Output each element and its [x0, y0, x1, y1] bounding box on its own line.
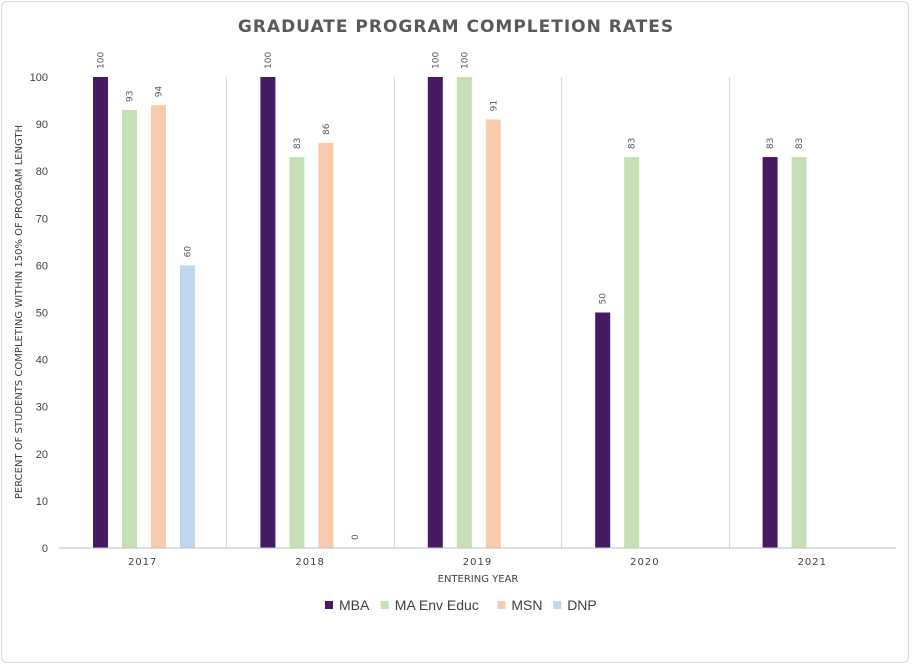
x-axis-categories: 2017 2018 2019 2020 2021 [128, 557, 827, 568]
data-label: 83 [766, 138, 776, 149]
x-tick-label: 2021 [798, 557, 827, 568]
bar-mba-2019 [427, 77, 443, 548]
y-axis-ticks: 0 10 20 30 40 50 60 70 80 90 100 [30, 72, 48, 555]
y-tick-label: 40 [36, 355, 48, 367]
bar-msn-2018 [318, 142, 334, 548]
legend-swatch-dnp [553, 601, 562, 609]
x-tick-label: 2018 [295, 557, 324, 568]
data-label: 83 [795, 138, 805, 149]
data-label: 100 [431, 52, 441, 69]
bar-ma-env-educ-2021 [791, 157, 807, 548]
data-label: 86 [322, 123, 332, 135]
legend: MBA MA Env Educ MSN DNP [325, 597, 597, 613]
legend-swatch-mba [325, 601, 333, 609]
bar-ma-env-educ-2018 [289, 157, 305, 548]
y-tick-label: 20 [36, 449, 48, 461]
data-label: 94 [155, 86, 165, 98]
x-tick-label: 2020 [630, 557, 659, 568]
y-tick-label: 50 [36, 308, 48, 320]
chart-title: GRADUATE PROGRAM COMPLETION RATES [238, 17, 674, 37]
legend-swatch-ma-env-educ [380, 601, 389, 609]
x-tick-label: 2019 [463, 557, 492, 568]
x-tick-label: 2017 [128, 557, 157, 568]
y-tick-label: 70 [36, 213, 48, 225]
y-tick-label: 30 [36, 402, 48, 414]
legend-label: MSN [511, 597, 542, 613]
data-label: 83 [628, 138, 638, 149]
legend-swatch-msn [497, 601, 506, 609]
x-axis-title: ENTERING YEAR [438, 574, 519, 585]
y-tick-label: 0 [42, 543, 48, 555]
bar-ma-env-educ-2020 [624, 157, 640, 548]
y-tick-label: 60 [36, 260, 48, 272]
bar-ma-env-educ-2019 [456, 77, 472, 548]
bar-mba-2017 [93, 77, 108, 548]
data-label: 100 [97, 52, 107, 69]
bars [93, 77, 807, 548]
bar-dnp-2017 [180, 265, 195, 548]
y-tick-label: 100 [30, 72, 48, 84]
y-tick-label: 90 [36, 119, 48, 131]
y-axis-title: PERCENT OF STUDENTS COMPLETING WITHIN 15… [14, 125, 25, 499]
y-tick-label: 10 [36, 496, 48, 508]
data-label: 91 [489, 100, 499, 111]
bar-msn-2017 [151, 105, 166, 548]
bar-ma-env-educ-2017 [122, 109, 137, 548]
legend-label: MA Env Educ [395, 597, 479, 613]
y-tick-label: 80 [36, 166, 48, 178]
data-label: 100 [264, 52, 274, 69]
bar-mba-2020 [595, 312, 611, 548]
bar-mba-2018 [260, 77, 276, 548]
data-label: 60 [184, 246, 194, 258]
legend-label: MBA [339, 597, 370, 613]
legend-label: DNP [567, 597, 597, 613]
bar-msn-2019 [485, 119, 501, 548]
bar-mba-2021 [762, 157, 778, 548]
category-separators [226, 77, 730, 548]
data-label: 0 [351, 534, 361, 540]
data-label: 83 [293, 138, 303, 149]
data-label: 50 [599, 293, 609, 305]
data-labels: 100 100 100 50 83 93 83 100 83 83 94 86 91 60 0 [97, 52, 806, 540]
data-label: 100 [460, 52, 470, 69]
data-label: 93 [126, 91, 136, 102]
